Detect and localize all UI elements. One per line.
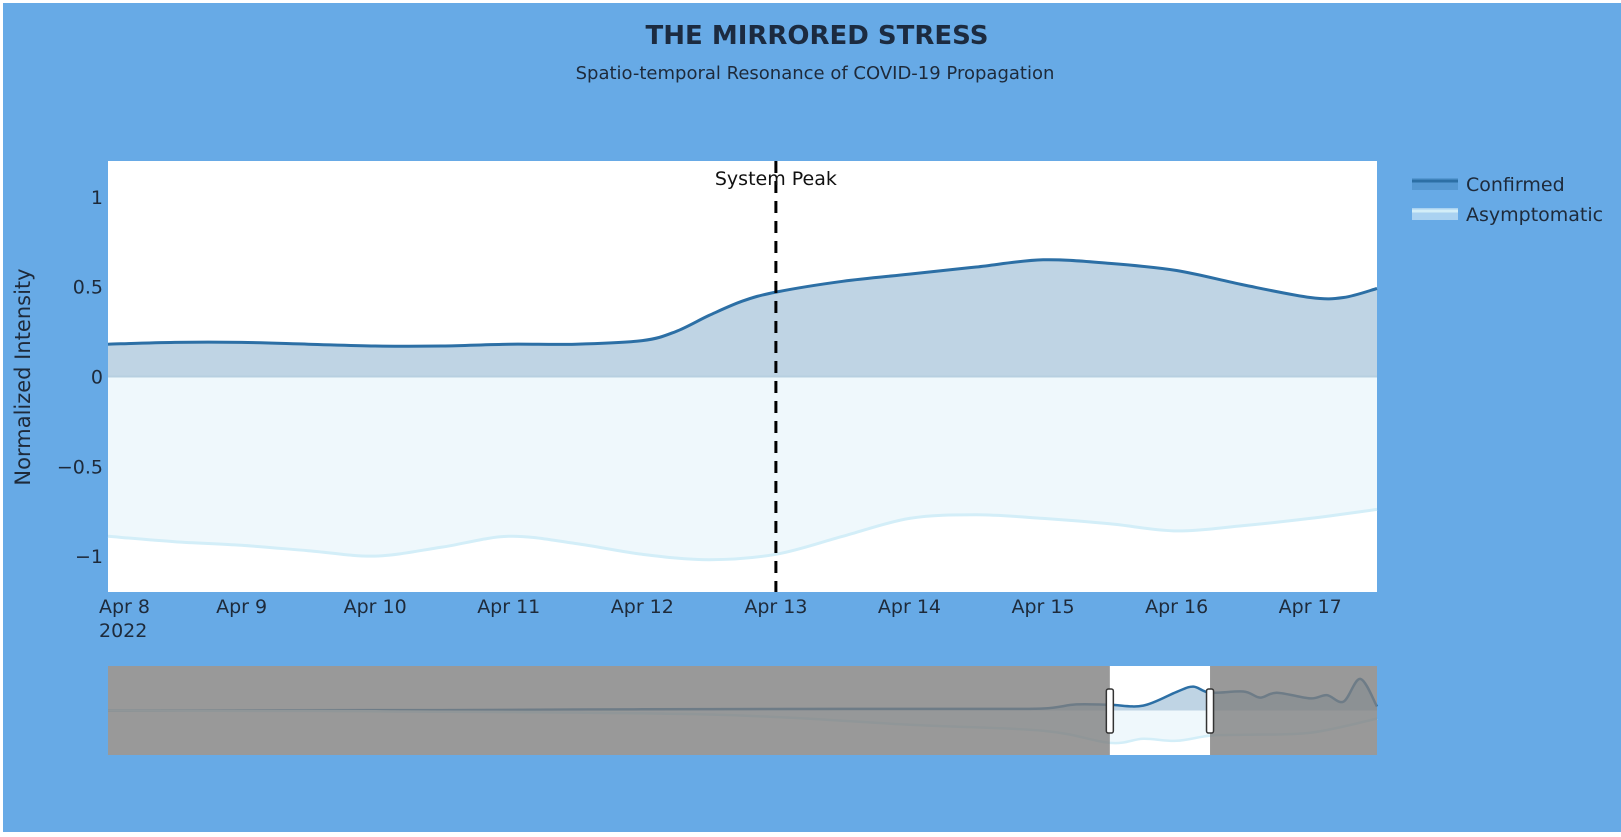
y-tick-label: 1 [91, 187, 103, 209]
x-tick-label: Apr 13 [744, 596, 807, 618]
y-tick-label: 0 [91, 367, 103, 389]
chart-subtitle: Spatio-temporal Resonance of COVID-19 Pr… [576, 63, 1055, 84]
y-axis: 1 0.5 0 −0.5 −1 [57, 187, 103, 568]
chart-title: THE MIRRORED STRESS [646, 21, 989, 51]
range-slider[interactable] [107, 666, 1379, 755]
annotations: System Peak [715, 161, 837, 592]
y-tick-label: 0.5 [73, 277, 103, 299]
legend-item-asymptomatic[interactable]: Asymptomatic [1412, 204, 1603, 226]
asymptomatic-area [108, 376, 1377, 560]
range-slider-handle-left[interactable] [1105, 688, 1115, 734]
y-tick-label: −1 [75, 546, 103, 568]
series-lines [107, 258, 1378, 562]
range-slider-mask-left [108, 666, 1110, 755]
x-tick-label: Apr 17 [1279, 596, 1342, 618]
range-slider-handle-right[interactable] [1205, 688, 1215, 734]
legend-item-confirmed[interactable]: Confirmed [1412, 174, 1565, 196]
range-slider-mask-right [1210, 666, 1377, 755]
x-tick-year-label: 2022 [99, 620, 147, 642]
x-tick-label: Apr 16 [1145, 596, 1208, 618]
legend[interactable]: Confirmed Asymptomatic [1412, 174, 1603, 226]
x-tick-label: Apr 10 [344, 596, 407, 618]
y-axis-title: Normalized Intensity [11, 268, 35, 485]
system-peak-label: System Peak [715, 168, 837, 190]
x-tick-label: Apr 8 [99, 596, 150, 618]
x-tick-label: Apr 11 [477, 596, 540, 618]
x-tick-label: Apr 12 [611, 596, 674, 618]
x-tick-label: Apr 14 [878, 596, 941, 618]
legend-label: Confirmed [1466, 174, 1565, 196]
legend-label: Asymptomatic [1466, 204, 1603, 226]
x-tick-label: Apr 15 [1012, 596, 1075, 618]
asymptomatic-line[interactable] [107, 507, 1378, 562]
y-tick-label: −0.5 [57, 456, 103, 478]
confirmed-line[interactable] [107, 258, 1378, 348]
x-tick-label: Apr 9 [216, 596, 267, 618]
